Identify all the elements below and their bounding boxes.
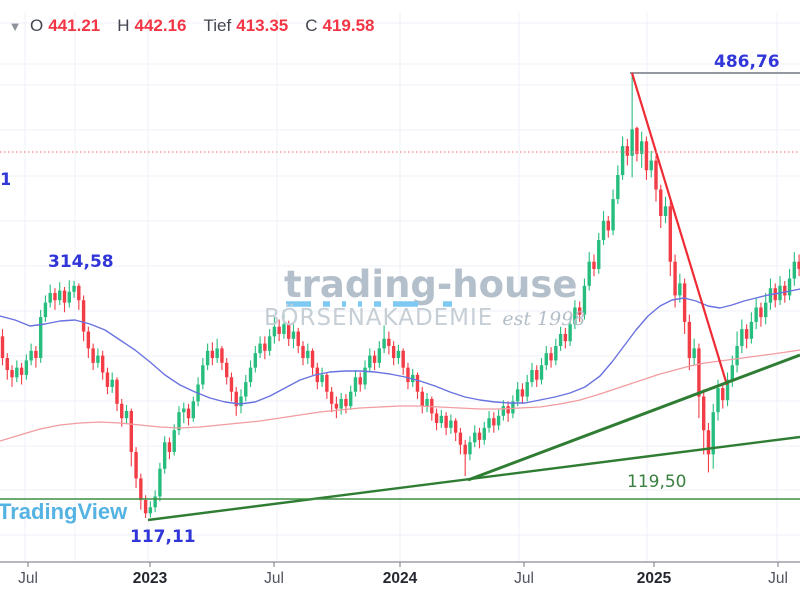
open-value: 441.21 <box>48 16 101 35</box>
time-axis-label: 2024 <box>382 570 418 587</box>
low-price-label: 117,11 <box>130 527 196 547</box>
candles <box>0 73 800 518</box>
high-value: 442.16 <box>134 16 187 35</box>
peak-price-label: 314,58 <box>48 252 114 272</box>
time-axis-label: Jul <box>18 570 38 587</box>
ohlc-legend: ▼ O 441.21 H 442.16 Tief 413.35 C 419.58 <box>0 14 392 38</box>
clipped-left-price-label: 1 <box>0 170 10 190</box>
resistance-price-label: 486,76 <box>714 52 780 72</box>
support-trendline-steep[interactable] <box>467 353 800 482</box>
tradingview-logo[interactable]: TradingView <box>0 499 128 524</box>
time-axis-label: 2025 <box>636 570 672 587</box>
watermark-est: est 1998 <box>502 308 586 330</box>
down-trendline[interactable] <box>630 72 729 386</box>
high-label: H <box>117 16 130 35</box>
low-value: 413.35 <box>236 16 289 35</box>
level-price-label: 119,50 <box>627 472 687 492</box>
low-label: Tief <box>203 16 232 35</box>
ma-slow <box>0 349 800 442</box>
close-label: C <box>305 16 318 35</box>
close-value: 419.58 <box>322 16 375 35</box>
time-axis-label: 2023 <box>132 570 168 587</box>
watermark-academy: BÖRSENAKADEMIE <box>264 305 494 331</box>
time-axis-label: Jul <box>264 570 284 587</box>
ma-fast <box>0 288 800 405</box>
open-label: O <box>30 16 44 35</box>
collapse-legend-icon[interactable]: ▼ <box>8 18 22 34</box>
time-axis-label: Jul <box>768 570 788 587</box>
time-axis-label: Jul <box>514 570 534 587</box>
time-axis[interactable]: Jul 2023 Jul 2024 Jul 2025 Jul <box>0 562 800 600</box>
watermark-subtitle: BÖRSENAKADEMIE est 1998 <box>264 305 585 331</box>
watermark-brand: trading-house <box>284 263 578 306</box>
